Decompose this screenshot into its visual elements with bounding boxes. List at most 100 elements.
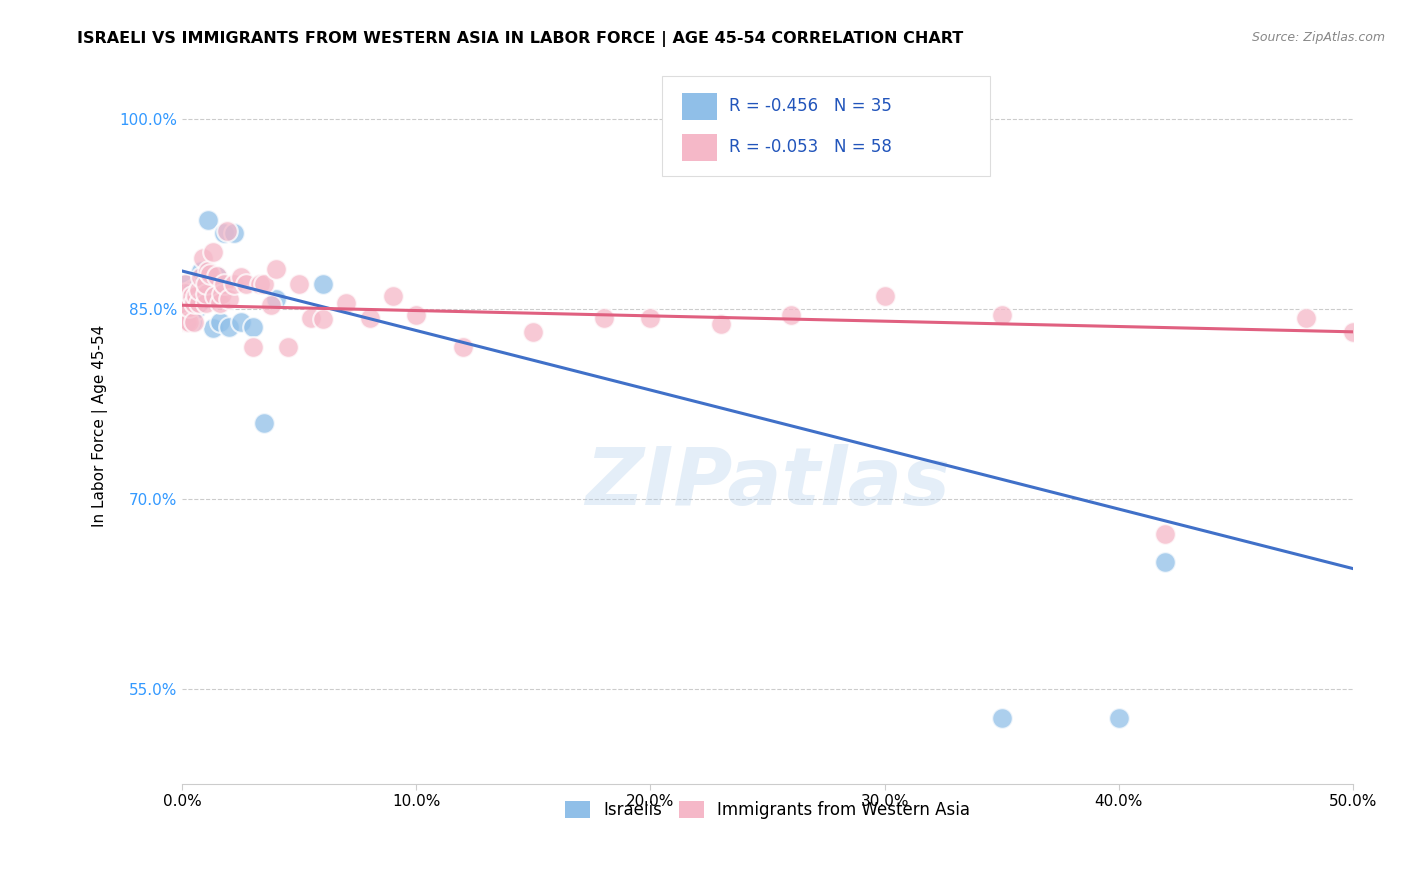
- Point: [194, 282, 217, 296]
- Point: [186, 289, 208, 303]
- Point: [214, 277, 236, 291]
- Point: [200, 270, 222, 285]
- Point: [235, 277, 257, 291]
- Point: [194, 277, 217, 291]
- Point: [211, 286, 233, 301]
- Point: [1295, 310, 1317, 325]
- FancyBboxPatch shape: [662, 76, 990, 176]
- Point: [1154, 527, 1177, 541]
- Point: [186, 289, 208, 303]
- Point: [207, 269, 229, 284]
- Point: [183, 315, 205, 329]
- Point: [218, 319, 240, 334]
- Point: [179, 300, 201, 314]
- Point: [194, 295, 217, 310]
- Point: [1341, 325, 1364, 339]
- Text: R = -0.456   N = 35: R = -0.456 N = 35: [728, 97, 891, 115]
- Point: [190, 264, 212, 278]
- Point: [208, 295, 231, 310]
- Point: [1154, 555, 1177, 569]
- Point: [873, 289, 896, 303]
- Point: [197, 213, 219, 227]
- Point: [180, 292, 202, 306]
- Point: [207, 269, 229, 284]
- Point: [179, 315, 201, 329]
- Point: [264, 261, 287, 276]
- Point: [173, 277, 195, 291]
- Text: R = -0.053   N = 58: R = -0.053 N = 58: [728, 138, 891, 156]
- Point: [176, 298, 198, 312]
- Point: [335, 295, 357, 310]
- Point: [229, 270, 252, 285]
- Point: [173, 309, 195, 323]
- Bar: [682, 93, 717, 120]
- Point: [197, 264, 219, 278]
- Point: [193, 277, 215, 291]
- Point: [990, 711, 1012, 725]
- Point: [592, 310, 614, 325]
- Point: [260, 298, 283, 312]
- Point: [312, 312, 335, 326]
- Point: [194, 286, 217, 301]
- Point: [253, 416, 276, 430]
- Point: [204, 289, 226, 303]
- Point: [194, 292, 217, 306]
- Point: [359, 310, 381, 325]
- Point: [173, 300, 195, 314]
- Point: [1108, 711, 1130, 725]
- Point: [710, 317, 733, 331]
- Point: [193, 286, 215, 301]
- Point: [200, 267, 222, 281]
- Point: [640, 310, 662, 325]
- Point: [186, 301, 208, 316]
- Point: [222, 226, 245, 240]
- Bar: [682, 134, 717, 161]
- Point: [173, 295, 195, 310]
- Point: [183, 295, 205, 310]
- Point: [187, 295, 209, 310]
- Point: [277, 340, 299, 354]
- Point: [180, 304, 202, 318]
- Point: [451, 340, 474, 354]
- Point: [299, 310, 322, 325]
- Point: [780, 309, 803, 323]
- Point: [179, 295, 201, 310]
- Point: [201, 321, 224, 335]
- Point: [173, 286, 195, 301]
- Point: [208, 315, 231, 329]
- Point: [264, 292, 287, 306]
- Point: [193, 252, 215, 266]
- Point: [215, 223, 238, 237]
- Point: [190, 270, 212, 285]
- Point: [222, 277, 245, 291]
- Point: [179, 309, 201, 323]
- Point: [201, 245, 224, 260]
- Point: [218, 292, 240, 306]
- Point: [173, 277, 195, 291]
- Point: [180, 289, 202, 303]
- Point: [183, 295, 205, 310]
- Point: [214, 226, 236, 240]
- Point: [180, 315, 202, 329]
- Point: [990, 309, 1012, 323]
- Point: [176, 315, 198, 329]
- Point: [187, 277, 209, 291]
- Text: ISRAELI VS IMMIGRANTS FROM WESTERN ASIA IN LABOR FORCE | AGE 45-54 CORRELATION C: ISRAELI VS IMMIGRANTS FROM WESTERN ASIA …: [77, 31, 963, 47]
- Text: Source: ZipAtlas.com: Source: ZipAtlas.com: [1251, 31, 1385, 45]
- Point: [253, 277, 276, 291]
- Point: [288, 277, 311, 291]
- Point: [173, 315, 195, 329]
- Point: [187, 283, 209, 297]
- Point: [229, 315, 252, 329]
- Point: [242, 340, 264, 354]
- Point: [382, 289, 405, 303]
- Point: [180, 283, 202, 297]
- Point: [242, 319, 264, 334]
- Point: [522, 325, 544, 339]
- Point: [312, 277, 335, 291]
- Point: [249, 277, 271, 291]
- Point: [173, 285, 195, 300]
- Text: ZIPatlas: ZIPatlas: [585, 444, 950, 523]
- Point: [173, 292, 195, 306]
- Y-axis label: In Labor Force | Age 45-54: In Labor Force | Age 45-54: [93, 325, 108, 527]
